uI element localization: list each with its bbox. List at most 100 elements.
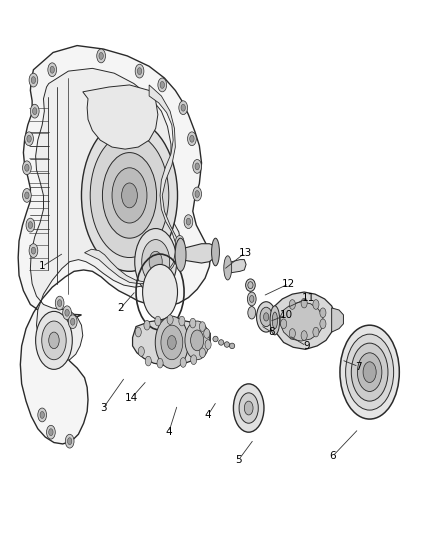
Circle shape: [46, 425, 55, 439]
Circle shape: [351, 343, 388, 401]
Circle shape: [28, 222, 32, 229]
Circle shape: [135, 229, 177, 295]
Circle shape: [26, 218, 35, 232]
Circle shape: [81, 119, 177, 271]
Circle shape: [320, 319, 326, 329]
Circle shape: [145, 356, 151, 366]
Circle shape: [248, 306, 256, 319]
Circle shape: [55, 296, 64, 310]
Text: 8: 8: [268, 327, 275, 337]
Circle shape: [239, 393, 258, 423]
Circle shape: [158, 78, 166, 92]
Text: 2: 2: [117, 303, 124, 313]
Circle shape: [340, 325, 399, 419]
Circle shape: [135, 327, 141, 337]
Circle shape: [191, 330, 204, 351]
Circle shape: [195, 163, 199, 170]
Circle shape: [186, 218, 191, 225]
Circle shape: [160, 82, 164, 88]
Circle shape: [29, 73, 38, 87]
Circle shape: [233, 384, 264, 432]
Polygon shape: [18, 45, 210, 444]
Ellipse shape: [270, 306, 280, 335]
Ellipse shape: [212, 238, 219, 266]
Polygon shape: [227, 260, 246, 273]
Circle shape: [97, 49, 106, 63]
Circle shape: [184, 215, 193, 229]
Circle shape: [31, 77, 35, 84]
Circle shape: [260, 307, 272, 327]
Circle shape: [199, 348, 205, 358]
Circle shape: [25, 132, 33, 146]
Circle shape: [313, 327, 319, 337]
Circle shape: [138, 68, 142, 75]
Circle shape: [143, 264, 177, 320]
Circle shape: [193, 187, 201, 201]
Circle shape: [42, 321, 66, 360]
Circle shape: [313, 300, 319, 309]
Circle shape: [63, 306, 71, 320]
Circle shape: [65, 309, 69, 316]
Text: 10: 10: [280, 310, 293, 320]
Polygon shape: [83, 85, 158, 149]
Circle shape: [320, 308, 326, 318]
Circle shape: [289, 329, 295, 338]
Polygon shape: [274, 292, 335, 349]
Circle shape: [149, 252, 162, 272]
Circle shape: [157, 358, 163, 368]
Text: 1: 1: [39, 262, 46, 271]
Circle shape: [301, 298, 307, 308]
Polygon shape: [85, 85, 179, 284]
Text: 4: 4: [166, 427, 172, 437]
Circle shape: [247, 292, 256, 306]
Circle shape: [122, 183, 138, 208]
Circle shape: [167, 315, 173, 325]
Circle shape: [250, 295, 254, 302]
Circle shape: [49, 332, 59, 349]
Ellipse shape: [219, 340, 224, 345]
Text: 5: 5: [235, 455, 242, 465]
Circle shape: [25, 192, 29, 199]
Circle shape: [167, 336, 176, 349]
Circle shape: [25, 164, 29, 171]
Circle shape: [190, 135, 194, 142]
Circle shape: [35, 311, 72, 369]
Text: 7: 7: [355, 361, 362, 372]
Circle shape: [204, 329, 210, 338]
Circle shape: [185, 321, 209, 360]
Circle shape: [57, 300, 62, 306]
Circle shape: [50, 66, 54, 73]
Circle shape: [135, 64, 144, 78]
Ellipse shape: [272, 312, 278, 329]
Circle shape: [190, 318, 196, 328]
Circle shape: [257, 302, 276, 332]
Circle shape: [22, 161, 31, 175]
Circle shape: [155, 316, 161, 326]
Text: 4: 4: [205, 410, 212, 420]
Circle shape: [181, 104, 185, 111]
Ellipse shape: [230, 343, 235, 349]
Circle shape: [180, 358, 186, 367]
Circle shape: [142, 239, 170, 284]
Circle shape: [199, 322, 205, 332]
Polygon shape: [30, 68, 180, 361]
Circle shape: [177, 239, 182, 246]
Circle shape: [67, 438, 72, 445]
Circle shape: [205, 340, 211, 349]
Circle shape: [155, 316, 188, 369]
Circle shape: [144, 320, 150, 330]
Text: 9: 9: [303, 341, 310, 351]
Polygon shape: [133, 320, 210, 365]
Circle shape: [40, 411, 44, 418]
Circle shape: [22, 189, 31, 203]
Circle shape: [264, 313, 269, 321]
Ellipse shape: [246, 279, 255, 292]
Circle shape: [179, 316, 185, 326]
Circle shape: [179, 101, 187, 115]
Text: 3: 3: [100, 403, 106, 413]
Circle shape: [65, 434, 74, 448]
Circle shape: [244, 401, 253, 415]
Circle shape: [38, 408, 46, 422]
Circle shape: [193, 159, 201, 173]
Circle shape: [187, 132, 196, 146]
